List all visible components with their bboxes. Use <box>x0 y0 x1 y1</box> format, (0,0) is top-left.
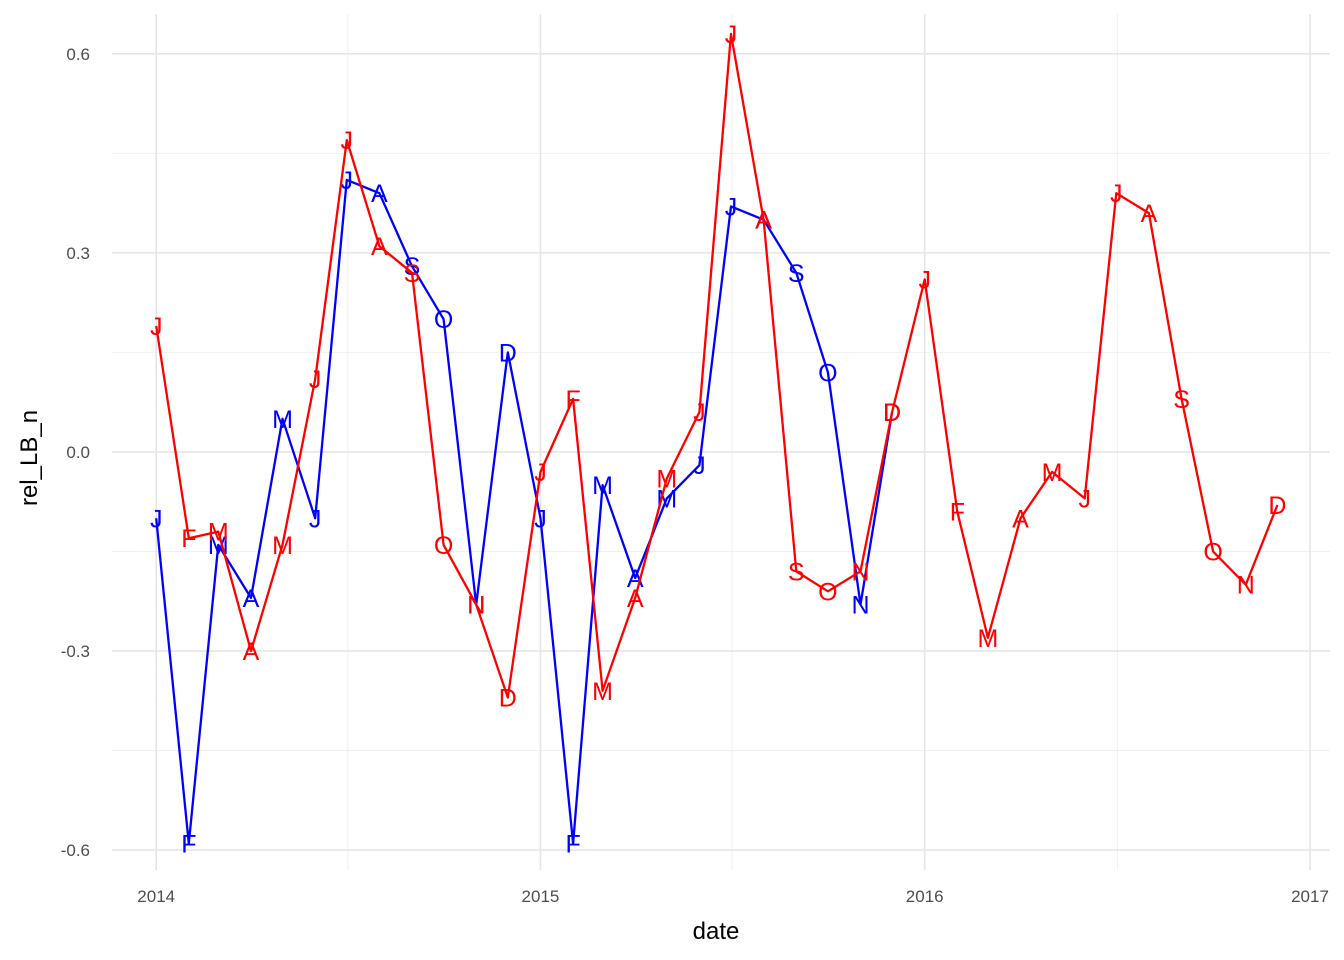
point-label: J <box>725 21 738 49</box>
point-label: J <box>534 505 547 533</box>
y-tick-label: -0.3 <box>61 642 90 661</box>
point-label: J <box>534 459 547 487</box>
point-label: F <box>181 525 196 553</box>
point-label: F <box>950 499 965 527</box>
point-label: O <box>818 359 837 387</box>
point-label: J <box>1078 485 1091 513</box>
point-label: M <box>1042 459 1063 487</box>
series-line <box>155 32 1279 699</box>
point-label: S <box>788 558 805 586</box>
point-label: J <box>693 399 706 427</box>
y-tick-label: 0.3 <box>66 244 90 263</box>
point-label: M <box>977 625 998 653</box>
point-label: O <box>818 578 837 606</box>
point-label: O <box>434 532 453 560</box>
point-label: S <box>788 260 805 288</box>
y-tick-label: 0.6 <box>66 45 90 64</box>
point-label: S <box>404 253 421 281</box>
y-axis-title: rel_LB_n <box>16 410 43 506</box>
x-axis-title: date <box>693 918 740 945</box>
point-label: A <box>371 233 388 261</box>
point-label: M <box>592 678 613 706</box>
x-tick-label: 2016 <box>906 887 944 906</box>
point-label: M <box>656 465 677 493</box>
point-label: N <box>851 592 869 620</box>
point-label: J <box>150 313 163 341</box>
point-label: S <box>1173 386 1190 414</box>
x-tick-label: 2014 <box>137 887 175 906</box>
point-label: D <box>499 339 517 367</box>
point-label: D <box>499 684 517 712</box>
x-tick-label: 2017 <box>1291 887 1329 906</box>
point-label: J <box>309 366 322 394</box>
point-label: D <box>1268 492 1286 520</box>
point-label: M <box>272 532 293 560</box>
point-label: D <box>883 399 901 427</box>
point-label: S <box>404 260 421 288</box>
point-label: J <box>1110 180 1123 208</box>
point-label: J <box>725 193 738 221</box>
y-tick-label: -0.6 <box>61 841 90 860</box>
point-label: J <box>341 167 354 195</box>
point-label: A <box>371 180 388 208</box>
point-label: J <box>150 505 163 533</box>
point-label: A <box>1012 505 1029 533</box>
point-label: J <box>693 452 706 480</box>
point-label: N <box>851 558 869 586</box>
point-label: N <box>1237 572 1255 600</box>
point-label: A <box>627 585 644 613</box>
point-label: F <box>181 830 196 858</box>
point-label: J <box>309 505 322 533</box>
point-label: A <box>243 585 260 613</box>
x-tick-label: 2015 <box>522 887 560 906</box>
series-line <box>155 178 894 845</box>
tick-labels: -0.6 -0.3 0.0 0.3 0.6 2014 2015 2016 2017 <box>61 45 1329 906</box>
point-label: A <box>243 638 260 666</box>
point-label: A <box>755 207 772 235</box>
point-label: J <box>918 266 931 294</box>
point-label: N <box>467 592 485 620</box>
point-label: F <box>565 386 580 414</box>
point-label: J <box>341 127 354 155</box>
point-label: A <box>1141 200 1158 228</box>
point-label: O <box>1203 538 1222 566</box>
point-label: O <box>434 306 453 334</box>
point-label: M <box>592 472 613 500</box>
point-label: A <box>627 565 644 593</box>
point-label: M <box>272 406 293 434</box>
y-tick-label: 0.0 <box>66 443 90 462</box>
point-label: F <box>565 830 580 858</box>
point-label: M <box>208 519 229 547</box>
grid <box>112 14 1330 870</box>
point-label: M <box>656 485 677 513</box>
